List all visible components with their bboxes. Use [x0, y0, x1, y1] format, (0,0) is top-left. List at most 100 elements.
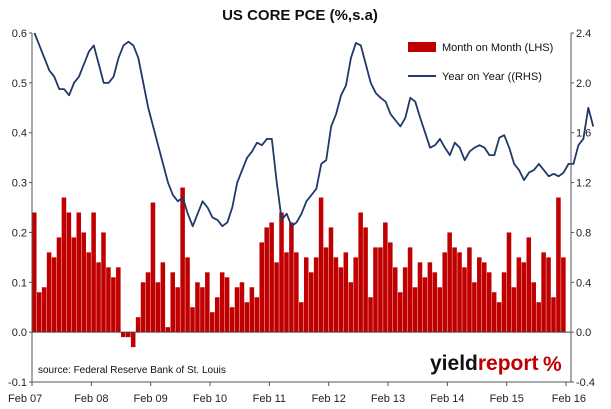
- x-tick-label: Feb 14: [430, 393, 464, 405]
- bar: [180, 187, 185, 333]
- right-axis-ticks: -0.4 0.0 0.4 0.8 1.2 1.6 2.0 2.4: [571, 28, 595, 389]
- chart-title: US CORE PCE (%,s.a): [222, 7, 378, 24]
- bar: [412, 287, 418, 333]
- bar: [388, 242, 393, 333]
- bar: [536, 302, 541, 333]
- bar: [61, 197, 67, 333]
- bar: [210, 312, 215, 333]
- bar: [462, 267, 467, 333]
- bar: [561, 257, 566, 333]
- bar: [392, 267, 398, 333]
- left-tick-label: 0.6: [12, 28, 27, 40]
- bar: [111, 277, 116, 333]
- bar: [205, 272, 210, 333]
- bar: [486, 272, 492, 333]
- right-tick-label: 0.4: [576, 277, 591, 289]
- x-tick-label: Feb 15: [490, 393, 524, 405]
- bar: [368, 297, 373, 333]
- x-tick-label: Feb 08: [74, 393, 108, 405]
- legend-label-mom: Month on Month (LHS): [442, 42, 553, 54]
- bar: [170, 272, 175, 333]
- bar: [496, 302, 502, 333]
- bar: [491, 292, 497, 333]
- bar: [76, 212, 82, 333]
- x-tick-label: Feb 09: [134, 393, 168, 405]
- right-tick-label: 1.6: [576, 128, 591, 140]
- bar: [121, 332, 126, 338]
- bar: [56, 237, 62, 333]
- bar: [541, 252, 546, 333]
- bar: [422, 277, 428, 333]
- left-tick-label: 0.0: [12, 327, 27, 339]
- bar: [501, 272, 507, 333]
- bar: [432, 272, 438, 333]
- bar: [36, 292, 42, 333]
- line-series: [33, 32, 595, 228]
- legend-label-yoy: Year on Year ((RHS): [442, 71, 542, 83]
- bar: [427, 262, 433, 333]
- bar: [477, 257, 482, 333]
- bar: [175, 287, 180, 333]
- bar: [145, 272, 151, 333]
- bar: [516, 257, 522, 333]
- bar: [363, 227, 368, 333]
- bar: [239, 282, 245, 333]
- bar: [101, 232, 106, 333]
- bar: [200, 287, 205, 333]
- bar: [556, 197, 561, 333]
- bar: [219, 272, 225, 333]
- left-axis-ticks: -0.1 0.0 0.1 0.2 0.3 0.4 0.5 0.6: [8, 28, 32, 389]
- bar: [165, 327, 171, 333]
- bar: [116, 267, 121, 333]
- bar: [160, 262, 166, 333]
- bar: [373, 247, 378, 333]
- bar: [96, 262, 101, 333]
- logo-word-report: report: [478, 352, 539, 375]
- bar: [378, 247, 383, 333]
- legend-bar-swatch: [408, 42, 436, 52]
- bar: [299, 302, 304, 333]
- x-tick-label: Feb 16: [552, 393, 586, 405]
- bar: [249, 287, 255, 333]
- bar: [447, 232, 452, 333]
- bar: [106, 267, 111, 333]
- x-tick-label: Feb 11: [253, 393, 286, 405]
- left-tick-label: 0.4: [12, 128, 27, 140]
- bar: [353, 257, 358, 333]
- bar: [521, 262, 527, 333]
- bar: [333, 257, 339, 333]
- bar: [338, 267, 344, 333]
- bar: [308, 272, 314, 333]
- bar: [71, 237, 77, 333]
- bar: [442, 252, 447, 333]
- legend: Month on Month (LHS) Year on Year ((RHS): [408, 42, 553, 83]
- right-tick-label: 1.2: [576, 178, 591, 190]
- bar: [348, 282, 354, 333]
- bar: [155, 282, 161, 333]
- bar: [407, 247, 413, 333]
- bar: [32, 212, 37, 333]
- yoy-line: [33, 32, 595, 228]
- bar: [284, 252, 289, 333]
- right-tick-label: 0.8: [576, 227, 591, 239]
- left-tick-label: 0.3: [12, 178, 27, 190]
- bar: [91, 212, 96, 333]
- bars-series: [32, 187, 566, 348]
- x-axis-ticks: Feb 07 Feb 08 Feb 09 Feb 10 Feb 11 Feb 12 Feb …: [8, 382, 586, 405]
- bar: [318, 197, 324, 333]
- bar: [190, 307, 195, 333]
- bar: [437, 287, 443, 333]
- bar: [244, 302, 250, 333]
- x-tick-label: Feb 10: [193, 393, 227, 405]
- bar: [254, 297, 260, 333]
- source-annotation: source: Federal Reserve Bank of St. Loui…: [38, 365, 226, 376]
- yieldreport-logo: yieldreport %: [430, 352, 562, 376]
- bar: [323, 247, 329, 333]
- bar: [506, 232, 512, 333]
- right-tick-label: 2.4: [576, 28, 591, 40]
- bar: [343, 252, 349, 333]
- bar: [234, 287, 240, 333]
- bar: [546, 257, 551, 333]
- bar: [397, 292, 403, 333]
